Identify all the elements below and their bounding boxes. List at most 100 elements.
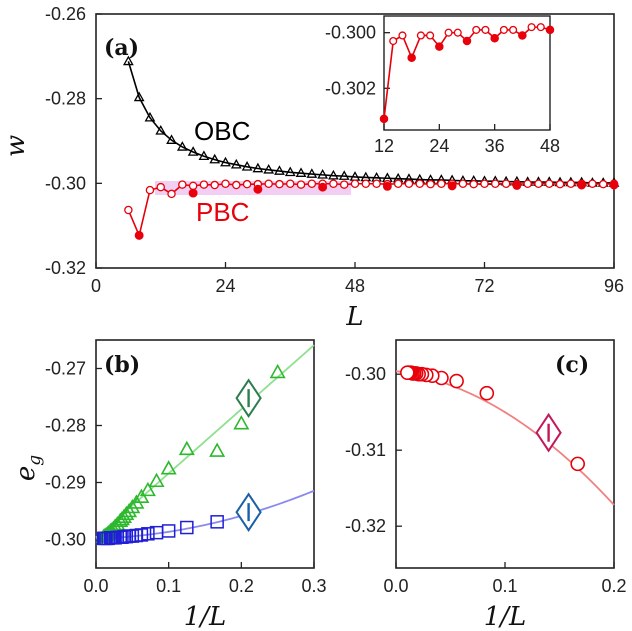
pbc-filled-point [188,188,198,198]
inset-xtick-label: 36 [485,136,505,156]
obc-point [155,125,167,135]
pbc-point [458,179,468,189]
pbc-point [339,180,349,189]
pbc-point [188,181,198,191]
pbc-annotation: PBC [196,197,249,227]
pbc-point [232,180,241,190]
obc-point [284,166,296,177]
panel-a-ytick-label: -0.26 [45,4,86,24]
pbc-point [221,179,230,189]
pbc-point [329,179,338,189]
panel-b-xtick-label: 0.0 [83,576,108,596]
pbc-filled-point [577,180,587,190]
panel-b-ticks: 0.0 0.1 0.2 0.3 -0.30 -0.29 -0.28 -0.27 [45,359,327,597]
obc-point [306,168,318,178]
inset-pbc-point [398,31,407,40]
pbc-point [588,179,597,189]
pbc-point [523,179,532,189]
inset-pbc-filled-point [518,31,527,40]
obc-point [230,158,242,169]
obc-point [263,163,275,174]
inset-ytick-label: -0.300 [325,23,376,43]
inset-pbc-point [453,28,462,37]
pbc-point [393,179,403,189]
pbc-point [296,180,306,189]
inset-pbc-filled-point [545,25,555,35]
panel-a-xtick-label: 24 [215,276,235,296]
panel-b-xlabel: 1/L [184,602,227,631]
obc-point [241,160,253,171]
panel-b-ytick-label: -0.28 [45,416,86,436]
blue-square-point [96,531,111,546]
pbc-point [480,179,489,189]
green-triangle-point [124,498,141,514]
panel-b-ylabel: eg [11,455,45,481]
inset-pbc-point [444,28,453,37]
pbc-point [275,179,284,189]
panel-b-plot [95,344,315,546]
obc-point [252,162,264,173]
obc-point [220,156,231,167]
pbc-point [426,179,435,189]
pbc-point [178,180,187,189]
panel-c-xtick-label: 0.0 [383,576,408,596]
inset-pbc-filled-point [462,36,472,46]
pbc-point [555,179,565,189]
inset-pbc-filled-point [435,42,444,51]
obc-point [295,167,307,177]
inset: 12 24 36 48 -0.302 -0.300 [325,15,560,156]
panel-c-xtick-label: 0.1 [492,576,517,596]
blue-fit-line [95,489,315,540]
green-triangle-point [148,472,165,488]
panel-b-frame [95,339,315,569]
panel-a-ytick-label: -0.32 [45,258,86,278]
panel-b-ytick-label: -0.29 [45,473,86,493]
panel-c-xlabel: 1/L [484,602,527,631]
inset-pbc-point [426,31,435,40]
red-circle-point [570,456,586,472]
panel-a-xtick-label: 0 [91,276,101,296]
pbc-filled-point [253,184,263,194]
panel-b-xtick-label: 0.3 [301,576,326,596]
pbc-filled-point [318,182,328,192]
green-triangle-point [233,415,250,430]
panel-a-ylabel: w [1,135,31,157]
panel-c-ytick-label: -0.30 [345,364,386,384]
panel-b-xtick-label: 0.2 [229,576,254,596]
pbc-point [307,179,317,189]
pbc-point [566,179,576,189]
green-triangle-point [112,512,129,527]
inset-xtick-label: 24 [429,136,449,156]
obc-line [127,61,614,184]
green-triangle-point [160,460,177,475]
pbc-point [145,185,155,195]
green-triangle-point [139,481,156,497]
red-circle-point [400,365,415,380]
panel-b-ytick-label: -0.27 [45,359,86,379]
obc-point [274,165,285,175]
obc-point [317,169,329,179]
inset-pbc-filled-point [379,114,389,124]
pbc-point [415,179,424,189]
pbc-point [350,179,360,189]
pbc-point [361,179,371,189]
blue-square-point [149,525,164,540]
panel-a-ytick-label: -0.30 [45,173,86,193]
obc-annotation: OBC [194,116,250,146]
pbc-filled-point [382,181,392,191]
pbc-point [501,179,511,189]
obc-point [176,141,188,151]
green-diamond-marker [235,378,262,418]
inset-pbc-point [481,25,490,34]
blue-square-point [180,520,194,535]
panel-c-ticks: 0.0 0.1 0.2 -0.32 -0.31 -0.30 [345,364,627,596]
pbc-filled-point [134,230,144,240]
pbc-point [210,180,219,190]
panel-a-ticks: 0 24 48 72 96 -0.32 -0.30 -0.28 -0.26 [45,4,624,296]
blue-square-point [210,515,224,529]
panel-c-ytick-label: -0.31 [345,440,386,460]
pbc-point [156,182,165,192]
inset-plot [379,23,555,124]
pbc-filled-point [512,180,522,190]
pbc-point [264,179,273,189]
